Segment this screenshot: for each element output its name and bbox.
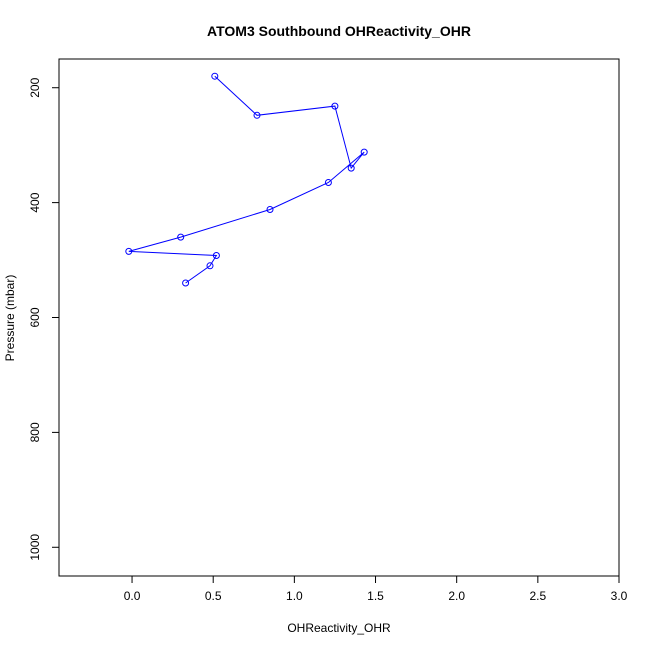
y-tick-label: 200 bbox=[28, 77, 42, 97]
data-point bbox=[177, 233, 185, 241]
data-point bbox=[125, 247, 133, 255]
y-axis: 200 400 600 800 1000 bbox=[28, 77, 60, 561]
plot-frame bbox=[58, 58, 620, 577]
y-tick-label: 600 bbox=[28, 307, 42, 327]
series-line bbox=[128, 75, 365, 284]
x-tick-label: 3.0 bbox=[611, 589, 628, 603]
x-tick-label: 0.5 bbox=[205, 589, 222, 603]
x-tick-label: 2.0 bbox=[448, 589, 465, 603]
data-point bbox=[206, 262, 214, 270]
x-tick-label: 1.0 bbox=[286, 589, 303, 603]
data-point bbox=[182, 279, 190, 287]
data-point bbox=[331, 102, 339, 110]
x-axis-label: OHReactivity_OHR bbox=[287, 621, 391, 635]
data-point bbox=[324, 179, 332, 186]
x-tick-label: 1.5 bbox=[367, 589, 384, 603]
data-point bbox=[347, 164, 355, 172]
x-tick-label: 0.0 bbox=[124, 589, 141, 603]
data-layer bbox=[125, 72, 368, 287]
y-axis-label: Pressure (mbar) bbox=[3, 275, 17, 362]
data-point bbox=[212, 252, 220, 259]
x-axis: 0.0 0.5 1.0 1.5 2.0 2.5 3.0 bbox=[124, 575, 628, 603]
data-point bbox=[360, 148, 368, 156]
data-point bbox=[253, 111, 261, 119]
x-tick-label: 2.5 bbox=[529, 589, 546, 603]
y-tick-label: 400 bbox=[28, 192, 42, 212]
data-point bbox=[211, 72, 219, 80]
chart-title: ATOM3 Southbound OHReactivity_OHR bbox=[207, 23, 471, 39]
y-tick-label: 800 bbox=[28, 422, 42, 442]
data-point bbox=[266, 206, 274, 213]
y-tick-label: 1000 bbox=[28, 534, 42, 561]
